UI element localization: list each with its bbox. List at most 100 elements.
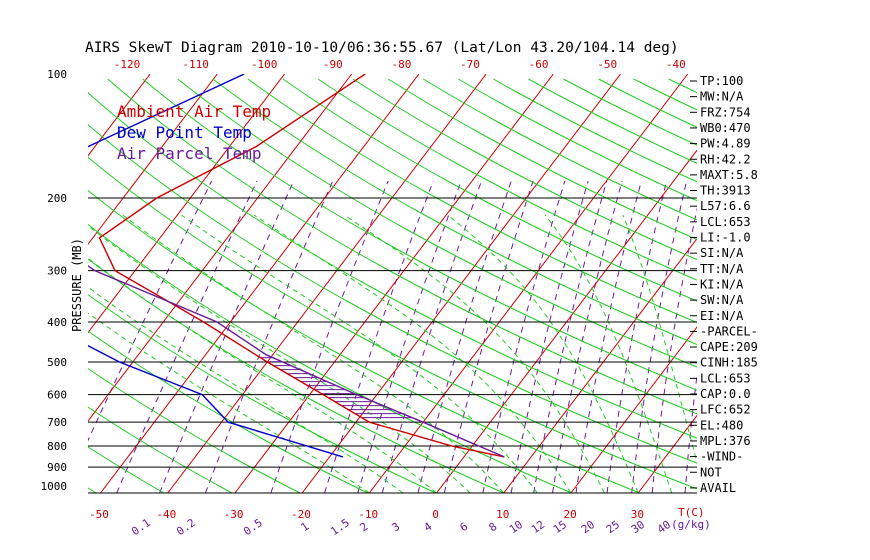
mixing-ratio-line bbox=[631, 180, 688, 493]
bottom-temperature-tick: -20 bbox=[291, 508, 311, 521]
moist-adiabat-line bbox=[88, 225, 471, 493]
pressure-tick-labels: 100 200 300 400 500 600 700 800 900 1000 bbox=[41, 68, 68, 493]
index-text: RH:42.2 bbox=[700, 152, 751, 166]
bottom-temperature-tick: 0 bbox=[432, 508, 439, 521]
isotherm-line bbox=[88, 74, 151, 157]
mixing-ratio-line bbox=[88, 180, 213, 442]
index-text: SI:N/A bbox=[700, 246, 744, 260]
dry-adiabat-line bbox=[88, 189, 640, 493]
moist-adiabat-line bbox=[88, 286, 404, 493]
index-text: KI:N/A bbox=[700, 277, 744, 291]
top-temperature-tick: -40 bbox=[666, 58, 686, 71]
y-axis-label: PRESSURE (MB) bbox=[70, 238, 84, 332]
isotherm-line bbox=[570, 326, 697, 493]
pressure-tick-label: 600 bbox=[47, 389, 67, 402]
index-text: LCL:653 bbox=[700, 371, 751, 385]
isotherm-line bbox=[503, 237, 697, 493]
mixing-ratio-line bbox=[510, 180, 589, 493]
dry-adiabat-line bbox=[528, 78, 697, 164]
isotherm-line bbox=[167, 74, 487, 493]
moist-adiabat-line bbox=[181, 214, 538, 493]
pressure-tick-label: 500 bbox=[47, 356, 67, 369]
dry-adiabat-line bbox=[247, 78, 697, 324]
mixing-ratio-tick: 10 bbox=[507, 518, 525, 536]
index-text: NOT bbox=[700, 465, 722, 479]
index-text: LI:-1.0 bbox=[700, 231, 751, 245]
bottom-temperature-tick: -40 bbox=[156, 508, 176, 521]
legend-dew-point-temp: Dew Point Temp bbox=[117, 123, 252, 142]
dry-adiabat-line bbox=[142, 78, 697, 391]
isotherm-line bbox=[436, 149, 697, 493]
index-text: AVAIL bbox=[700, 481, 736, 495]
index-text: L57:6.6 bbox=[700, 199, 751, 213]
dry-adiabat-line bbox=[423, 78, 697, 221]
bottom-temperature-tick: -50 bbox=[89, 508, 109, 521]
index-text: WB0:470 bbox=[700, 121, 751, 135]
bottom-temperature-tick-labels: -50 -40 -30 -20 -10 0 10 20 30 bbox=[89, 508, 644, 521]
parcel-temp-line bbox=[88, 265, 505, 458]
dew-point-line bbox=[88, 74, 344, 458]
top-temperature-tick: -80 bbox=[391, 58, 411, 71]
mixing-ratio-line bbox=[552, 180, 623, 493]
isotherm-line bbox=[637, 414, 697, 493]
bottom-temperature-tick: -30 bbox=[224, 508, 244, 521]
mixing-ratio-line bbox=[606, 180, 668, 493]
dry-adiabat-line bbox=[88, 258, 505, 493]
top-temperature-tick: -60 bbox=[529, 58, 549, 71]
mixing-ratio-tick: 12 bbox=[529, 518, 547, 536]
index-text: -WIND- bbox=[700, 450, 743, 464]
top-temperature-tick: -50 bbox=[597, 58, 617, 71]
index-text: EI:N/A bbox=[700, 309, 744, 323]
index-text: EL:480 bbox=[700, 418, 743, 432]
mixing-ratio-line bbox=[651, 207, 697, 493]
bottom-temperature-tick: 30 bbox=[631, 508, 644, 521]
top-temperature-tick: -90 bbox=[323, 58, 343, 71]
pressure-tick-label: 200 bbox=[47, 192, 67, 205]
moist-adiabat-line bbox=[544, 214, 673, 493]
index-text: TT:N/A bbox=[700, 262, 744, 276]
legend-ambient-air-temp: Ambient Air Temp bbox=[117, 102, 271, 121]
isobar-lines bbox=[88, 197, 697, 494]
pressure-tick-label: 1000 bbox=[41, 480, 68, 493]
index-text: CAPE:209 bbox=[700, 340, 758, 354]
temperature-unit-label: T(C) bbox=[678, 506, 705, 519]
moist-adiabat-line bbox=[622, 214, 697, 464]
mixing-ratio-tick: 20 bbox=[579, 518, 597, 536]
top-temperature-tick: -100 bbox=[251, 58, 278, 71]
legend: Ambient Air Temp Dew Point Temp Air Parc… bbox=[117, 102, 271, 163]
dry-adiabat-line bbox=[88, 223, 572, 493]
mixing-ratio-tick: 40 bbox=[655, 518, 673, 536]
index-text: MPL:376 bbox=[700, 434, 751, 448]
dry-adiabat-line bbox=[88, 124, 697, 464]
isotherm-line bbox=[88, 74, 353, 422]
isotherm-line bbox=[100, 74, 420, 493]
mixing-ratio-unit-label: (g/kg) bbox=[671, 518, 711, 531]
dry-adiabat-line bbox=[493, 78, 697, 183]
dry-adiabat-line bbox=[107, 78, 697, 415]
mixing-ratio-line bbox=[116, 180, 258, 493]
pressure-tick-label: 800 bbox=[47, 440, 67, 453]
index-text: FRZ:754 bbox=[700, 105, 751, 119]
pressure-tick-label: 900 bbox=[47, 461, 67, 474]
dry-adiabat-line bbox=[88, 367, 301, 493]
index-text: CINH:185 bbox=[700, 356, 758, 370]
dry-adiabat-line bbox=[387, 78, 697, 241]
mixing-ratio-line bbox=[575, 180, 642, 493]
index-text: LFC:652 bbox=[700, 403, 751, 417]
ambient-temp-line bbox=[98, 74, 505, 458]
pressure-tick-label: 400 bbox=[47, 316, 67, 329]
top-temperature-tick: -110 bbox=[182, 58, 209, 71]
dry-adiabat-line bbox=[212, 78, 697, 346]
isotherm-line bbox=[368, 74, 689, 493]
chart-title: AIRS SkewT Diagram 2010-10-10/06:36:55.6… bbox=[85, 40, 679, 56]
index-text: CAP:0.0 bbox=[700, 387, 751, 401]
dry-adiabat-line bbox=[88, 156, 697, 490]
dry-adiabat-lines bbox=[88, 78, 697, 493]
mixing-ratio-tick: 30 bbox=[629, 518, 647, 536]
top-temperature-tick: -120 bbox=[114, 58, 141, 71]
index-text: SW:N/A bbox=[700, 293, 744, 307]
moist-adiabat-lines bbox=[88, 214, 697, 493]
moist-adiabat-line bbox=[253, 214, 572, 493]
index-text: LCL:653 bbox=[700, 215, 751, 229]
